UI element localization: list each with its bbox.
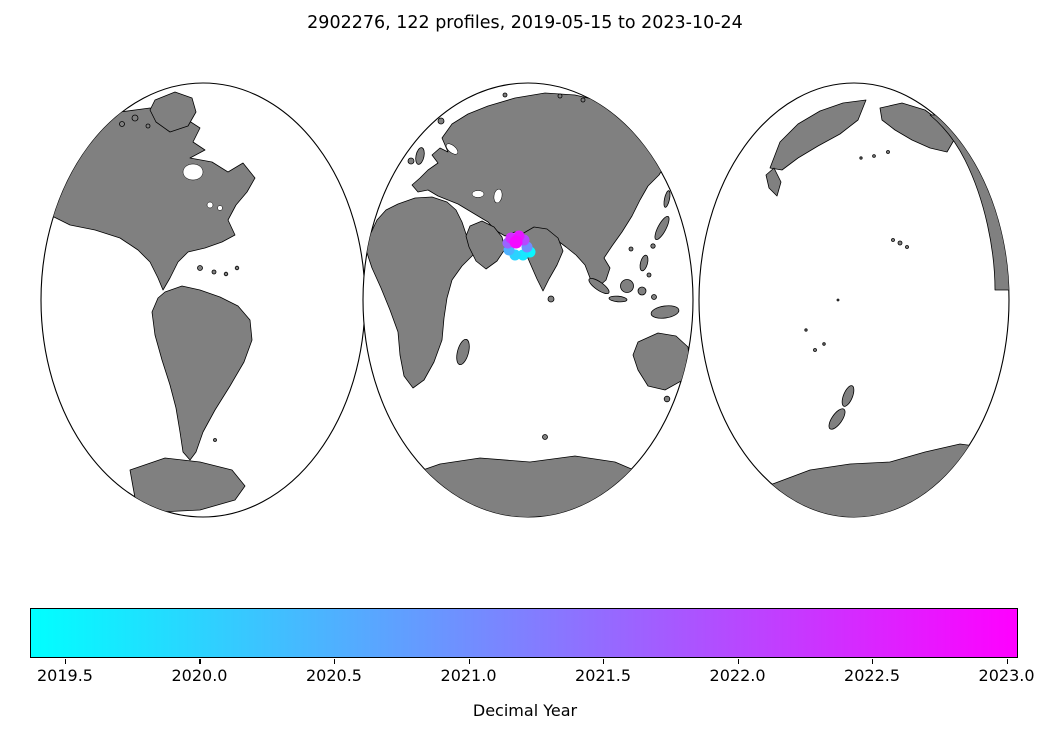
sri-lanka <box>547 295 555 303</box>
baltic-sea <box>445 143 459 155</box>
tasmania <box>663 395 671 403</box>
profile-point <box>509 235 523 249</box>
map-lobe-eurasia-africa <box>362 82 694 518</box>
arabian-peninsula <box>465 220 506 270</box>
caspian-sea <box>493 188 503 204</box>
profile-scatter <box>502 230 536 261</box>
landmass-south-america <box>151 285 253 461</box>
arctic-islands <box>119 114 151 129</box>
british-isles <box>407 147 425 165</box>
black-sea <box>471 190 485 198</box>
kamchatka <box>765 167 782 197</box>
new-zealand <box>828 385 855 430</box>
landmass-alaska <box>879 102 955 153</box>
landmass-siberia-chukotka <box>769 99 867 171</box>
landmass-north-america <box>47 107 256 291</box>
colorbar <box>30 608 1018 658</box>
southeast-asia-islands <box>588 254 680 319</box>
arctic-islands-eurasia <box>502 92 586 103</box>
india <box>521 226 564 292</box>
great-lakes <box>206 201 223 211</box>
landmass-greenland <box>149 91 197 133</box>
figure-title: 2902276, 122 profiles, 2019-05-15 to 202… <box>307 13 743 33</box>
landmass-africa <box>365 196 477 389</box>
east-asia-islands <box>628 190 671 252</box>
map-lobe-pacific <box>698 82 1010 518</box>
kerguelen <box>542 434 548 440</box>
hudson-bay <box>182 163 204 181</box>
caribbean-islands <box>197 265 240 277</box>
aleutian-islands <box>859 150 890 160</box>
iceland <box>437 117 445 125</box>
pacific-islands <box>804 298 840 352</box>
colorbar-axis-label: Decimal Year <box>472 701 578 720</box>
map-lobe-americas <box>40 82 366 518</box>
new-guinea <box>650 305 680 319</box>
hawaii-islands <box>891 238 909 249</box>
landmass-antarctica-central <box>399 455 656 517</box>
falkland-islands <box>213 438 217 442</box>
madagascar <box>456 338 470 366</box>
